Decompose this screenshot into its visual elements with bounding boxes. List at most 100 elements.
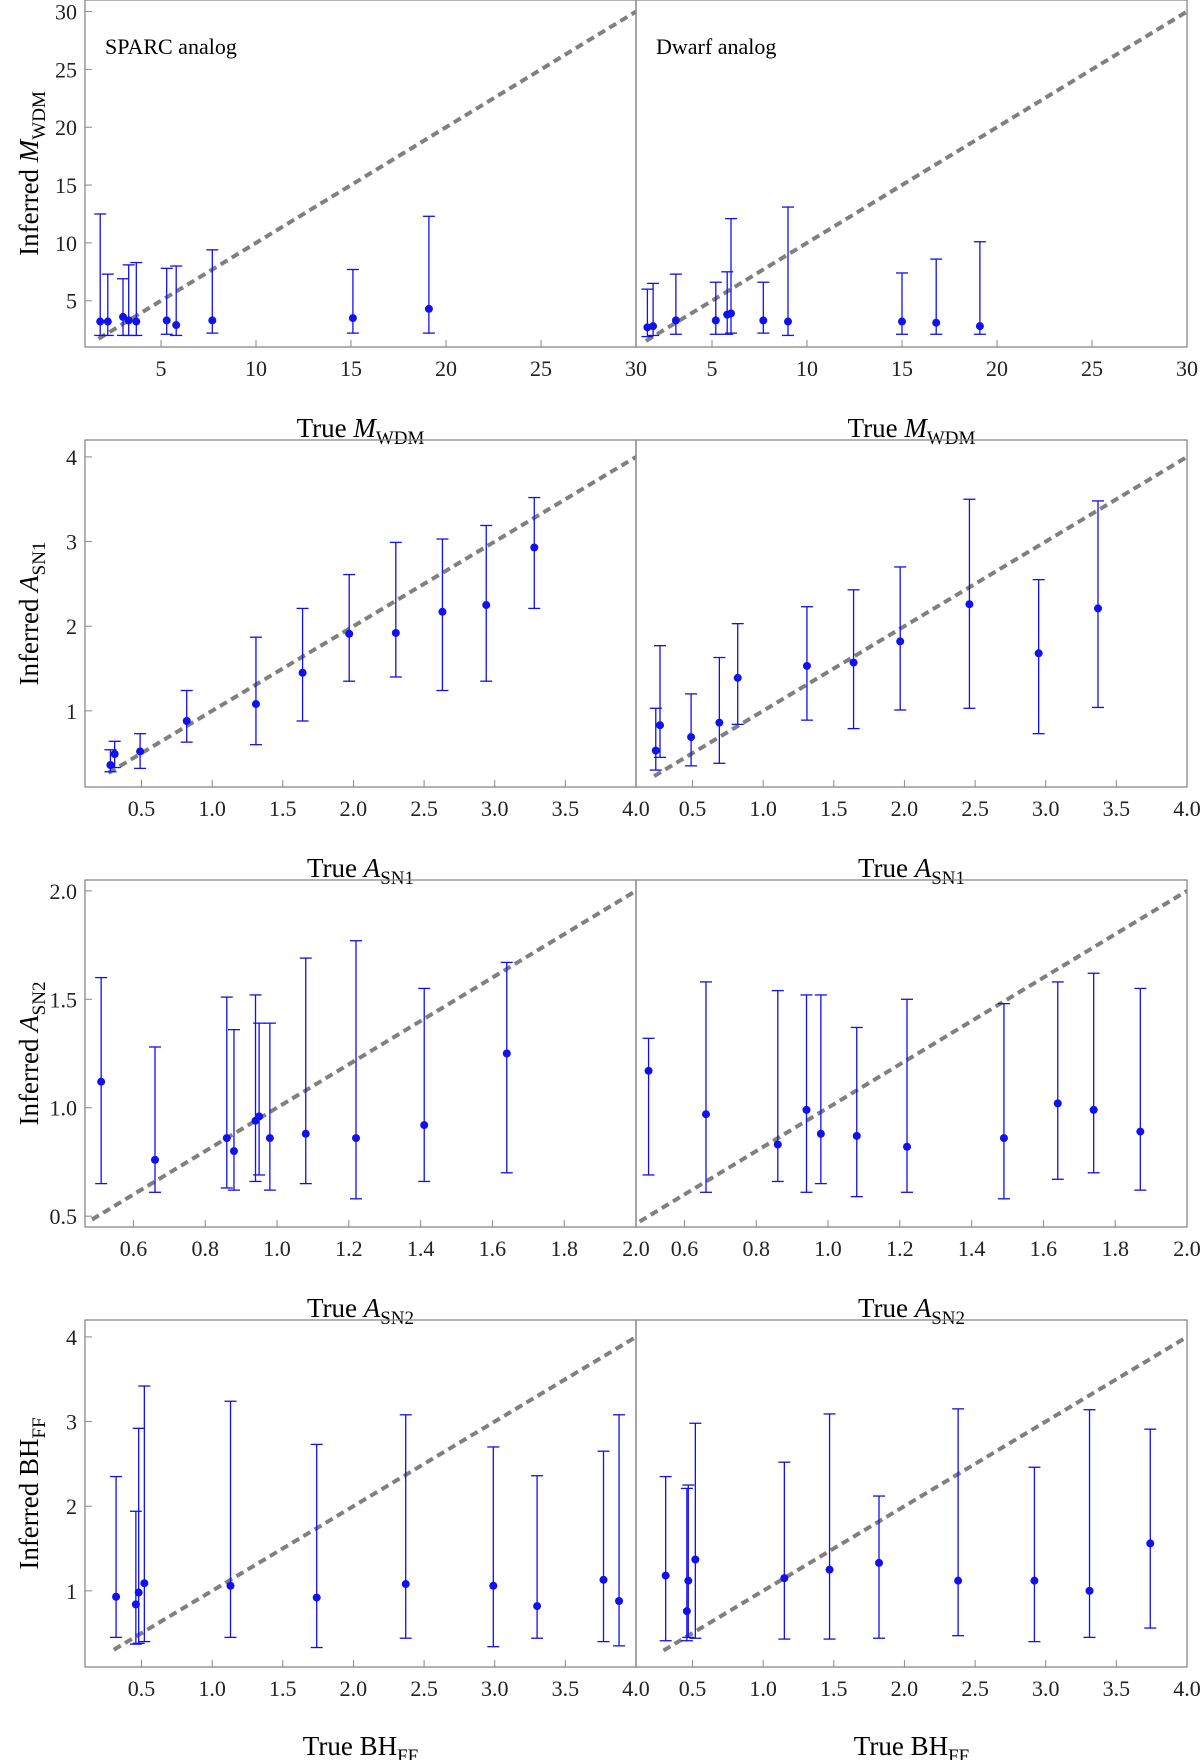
x-axis-label: True MWDM — [297, 413, 425, 449]
x-tick-label: 3.0 — [481, 1676, 509, 1701]
panel-4-left: 0.5 1.0 1.5 2.0 2.5 3.0 3.5 4.0 1 2 3 4 True BHFF Inf… — [14, 1319, 650, 1760]
data-point — [733, 673, 742, 682]
x-tick-label: 1.0 — [749, 1676, 777, 1701]
y-tick-label: 1 — [66, 699, 77, 724]
reference-line — [653, 455, 1187, 778]
data-point — [352, 1134, 361, 1143]
data-point — [162, 316, 171, 325]
y-axis-label: Inferred ASN2 — [14, 982, 50, 1126]
panel-4-right: 0.5 1.0 1.5 2.0 2.5 3.0 3.5 4.0 True BHFF — [635, 1319, 1200, 1760]
data-point — [124, 316, 133, 325]
data-point — [711, 316, 720, 325]
x-tick-label: 3.0 — [481, 796, 509, 821]
plot-frame — [635, 439, 1188, 788]
reference-line — [644, 9, 1187, 343]
x-tick-label: 1.5 — [269, 796, 297, 821]
x-axis-label: True BHFF — [854, 1731, 969, 1760]
plot-frame — [84, 439, 637, 788]
x-tick-label: 15 — [340, 356, 362, 381]
data-point — [932, 318, 941, 327]
y-tick-label: 1 — [66, 1579, 77, 1604]
data-point — [136, 747, 145, 756]
data-point — [954, 1576, 963, 1585]
x-tick-label: 1.8 — [550, 1236, 578, 1261]
x-axis-label: True ASN1 — [307, 853, 414, 889]
y-axis-label: Inferred ASN1 — [14, 542, 50, 686]
y-tick-label: 5 — [66, 289, 77, 314]
data-point — [420, 1121, 429, 1130]
x-tick-label: 2.0 — [891, 1676, 919, 1701]
x-tick-label: 1.0 — [198, 1676, 226, 1701]
data-point — [849, 658, 858, 667]
data-point — [1089, 1105, 1098, 1114]
data-point — [644, 1066, 653, 1075]
x-tick-label: 1.4 — [958, 1236, 986, 1261]
data-point — [615, 1596, 624, 1605]
data-point — [226, 1581, 235, 1590]
y-tick-label: 15 — [55, 173, 77, 198]
panel-3-right: 0.6 0.8 1.0 1.2 1.4 1.6 1.8 2.0 True ASN2 — [635, 879, 1200, 1329]
data-point — [222, 1134, 231, 1143]
x-tick-label: 25 — [1081, 356, 1103, 381]
x-tick-label: 2.5 — [961, 796, 989, 821]
reference-line — [97, 9, 636, 341]
data-point — [875, 1558, 884, 1567]
x-tick-label: 30 — [1176, 356, 1198, 381]
panel-2-right: 0.5 1.0 1.5 2.0 2.5 3.0 3.5 4.0 True ASN1 — [635, 439, 1200, 889]
panel-2-left: 0.5 1.0 1.5 2.0 2.5 3.0 3.5 4.0 1 2 3 4 True ASN1 Inf… — [14, 439, 650, 889]
data-point — [172, 321, 181, 330]
x-tick-label: 1.5 — [820, 1676, 848, 1701]
y-tick-label: 3 — [66, 530, 77, 555]
data-point — [1034, 649, 1043, 658]
x-tick-label: 3.5 — [1103, 796, 1131, 821]
y-tick-label: 4 — [66, 1325, 77, 1350]
data-point — [682, 1607, 691, 1616]
panel-title: SPARC analog — [105, 34, 237, 59]
data-point — [825, 1565, 834, 1574]
x-tick-label: 3.5 — [1103, 1676, 1131, 1701]
x-tick-label: 0.5 — [128, 1676, 156, 1701]
data-point — [97, 1077, 106, 1086]
y-tick-label: 20 — [55, 115, 77, 140]
x-tick-label: 4.0 — [1173, 796, 1200, 821]
reference-line — [90, 889, 636, 1222]
data-point — [489, 1581, 498, 1590]
x-tick-label: 30 — [625, 356, 647, 381]
data-point — [852, 1131, 861, 1140]
x-tick-label: 0.6 — [120, 1236, 148, 1261]
data-point — [802, 661, 811, 670]
panel-1-left: 5 10 15 20 25 30 5 10 15 20 25 30 SPARC analog True M… — [14, 0, 647, 449]
x-tick-label: 4.0 — [1173, 1676, 1200, 1701]
data-point — [265, 1134, 274, 1143]
x-tick-label: 2.0 — [622, 1236, 650, 1261]
plot-frame — [635, 879, 1188, 1228]
data-point — [132, 317, 141, 326]
x-tick-label: 2.0 — [891, 796, 919, 821]
data-point — [1146, 1539, 1155, 1548]
data-point — [438, 607, 447, 616]
data-point — [715, 718, 724, 727]
data-point — [759, 316, 768, 325]
x-tick-label: 2.5 — [410, 1676, 438, 1701]
x-tick-label: 5 — [156, 356, 167, 381]
data-point — [661, 1571, 670, 1580]
y-tick-label: 2 — [66, 614, 77, 639]
x-tick-label: 0.5 — [679, 796, 707, 821]
x-tick-label: 0.5 — [679, 1676, 707, 1701]
x-tick-label: 1.6 — [479, 1236, 507, 1261]
data-point — [1030, 1576, 1039, 1585]
x-tick-label: 1.6 — [1030, 1236, 1058, 1261]
data-point — [802, 1105, 811, 1114]
x-tick-label: 2.0 — [340, 796, 368, 821]
data-point — [656, 721, 665, 730]
data-point — [131, 1600, 140, 1609]
data-point — [898, 317, 906, 326]
data-point — [255, 1112, 264, 1121]
x-tick-label: 2.5 — [961, 1676, 989, 1701]
data-point — [975, 322, 984, 331]
data-point — [502, 1049, 511, 1058]
y-tick-label: 4 — [66, 445, 77, 470]
plot-frame — [84, 879, 637, 1228]
data-point — [110, 749, 119, 758]
data-point — [649, 322, 658, 331]
